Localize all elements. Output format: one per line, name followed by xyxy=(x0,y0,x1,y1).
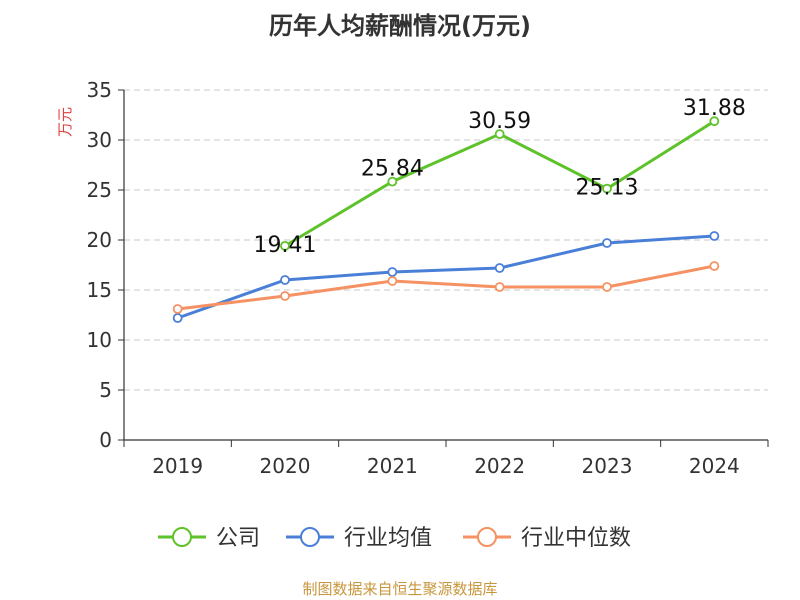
data-point xyxy=(280,275,290,285)
data-point xyxy=(387,176,398,187)
series-line xyxy=(177,234,715,320)
data-label: 31.88 xyxy=(683,96,746,121)
y-tick-label: 25 xyxy=(87,178,112,202)
data-point xyxy=(280,291,290,301)
chart-title: 历年人均薪酬情况(万元) xyxy=(269,12,531,40)
series-lines xyxy=(172,116,720,323)
data-label: 25.84 xyxy=(361,157,424,182)
data-point xyxy=(387,267,398,277)
legend-entry: 公司 xyxy=(216,526,260,551)
data-point xyxy=(280,240,290,251)
legend-marker xyxy=(477,527,497,547)
data-point xyxy=(709,116,720,127)
x-tick-label: 2019 xyxy=(152,454,203,478)
legend-entry: 行业均值 xyxy=(344,526,432,551)
x-tick-label: 2024 xyxy=(689,454,740,478)
y-tick-label: 5 xyxy=(99,378,112,402)
y-axis-label: 万元 xyxy=(56,107,74,137)
x-tick-labels: 2019 2020 2021 2022 2023 2024 xyxy=(152,454,740,478)
y-tick-label: 30 xyxy=(87,128,112,152)
data-point xyxy=(494,263,505,273)
grid-lines xyxy=(124,89,768,391)
y-tick-label: 20 xyxy=(87,228,112,252)
x-tick-label: 2023 xyxy=(582,454,633,478)
data-point xyxy=(494,282,505,292)
series-line xyxy=(177,264,715,311)
y-tick-label: 10 xyxy=(87,328,112,352)
x-tick-label: 2022 xyxy=(474,454,525,478)
y-tick-label: 15 xyxy=(87,278,112,302)
data-point xyxy=(387,276,398,286)
legend-entry: 行业中位数 xyxy=(521,526,631,551)
y-tick-labels: 0 5 10 15 20 25 30 35 xyxy=(87,78,112,452)
data-point xyxy=(172,304,183,314)
data-point xyxy=(602,282,612,292)
axes xyxy=(118,89,769,447)
data-point xyxy=(709,261,720,271)
legend-marker xyxy=(172,527,192,547)
legend: 公司 行业均值 行业中位数 xyxy=(158,526,631,551)
source-note: 制图数据来自恒生聚源数据库 xyxy=(302,580,498,598)
data-point xyxy=(602,238,612,248)
legend-marker xyxy=(300,527,320,547)
y-tick-label: 0 xyxy=(99,428,112,452)
data-label: 25.13 xyxy=(576,176,639,201)
y-tick-label: 35 xyxy=(87,78,112,102)
x-tick-label: 2020 xyxy=(260,454,311,478)
data-labels: 19.41 25.84 30.59 25.13 31.88 xyxy=(254,96,746,258)
data-label: 19.41 xyxy=(254,233,317,258)
data-point xyxy=(494,129,505,140)
data-point xyxy=(172,313,183,323)
data-label: 30.59 xyxy=(468,109,531,134)
data-point xyxy=(602,183,612,194)
x-tick-label: 2021 xyxy=(367,454,418,478)
data-point xyxy=(709,231,720,241)
